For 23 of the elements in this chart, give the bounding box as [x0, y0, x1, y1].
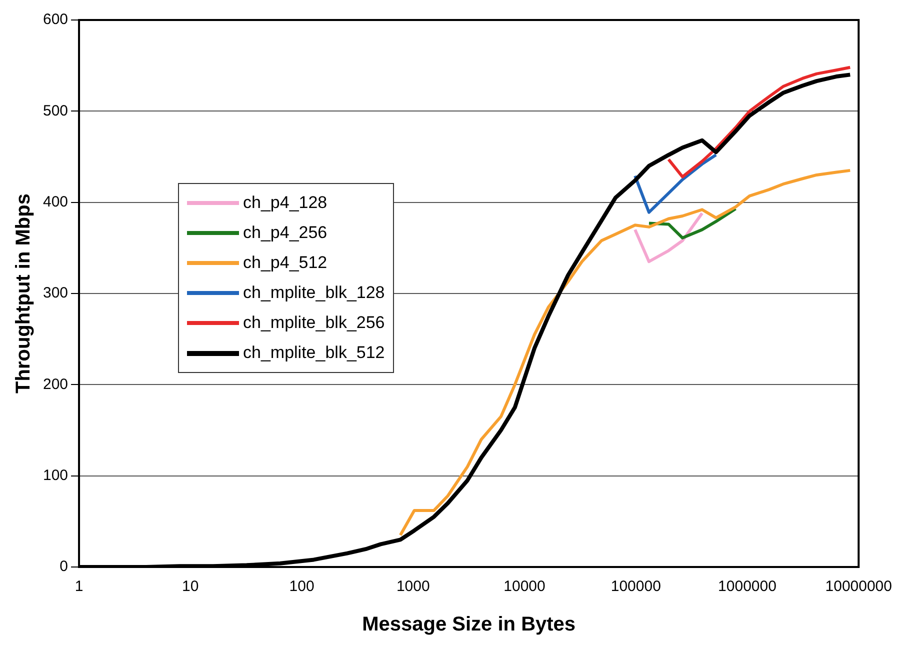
y-tick-label: 0	[60, 558, 68, 576]
x-tick-label: 10000000	[825, 578, 892, 596]
x-tick-label: 100000	[610, 578, 661, 596]
x-tick-label: 1000	[396, 578, 430, 596]
x-tick-label: 1	[74, 578, 84, 596]
legend-label: ch_mplite_blk_128	[243, 283, 385, 303]
legend-label: ch_mplite_blk_512	[243, 343, 385, 363]
x-tick-label: 100	[289, 578, 314, 596]
legend-label: ch_p4_512	[243, 253, 328, 273]
x-axis-title: Message Size in Bytes	[362, 614, 576, 636]
y-tick-label: 600	[42, 11, 68, 28]
legend-label: ch_p4_256	[243, 223, 328, 243]
legend-label: ch_p4_128	[243, 193, 328, 213]
y-tick-label: 300	[42, 284, 68, 302]
y-tick-label: 200	[42, 376, 68, 393]
y-axis-title: Throughtput in Mbps	[12, 194, 35, 394]
y-tick-label: 100	[42, 466, 68, 484]
y-tick-label: 500	[42, 102, 68, 120]
y-tick-label: 400	[42, 193, 68, 210]
x-tick-label: 10	[182, 578, 199, 596]
x-tick-label: 10000	[504, 578, 546, 596]
x-tick-label: 1000000	[718, 578, 776, 596]
legend-label: ch_mplite_blk_256	[243, 313, 385, 333]
